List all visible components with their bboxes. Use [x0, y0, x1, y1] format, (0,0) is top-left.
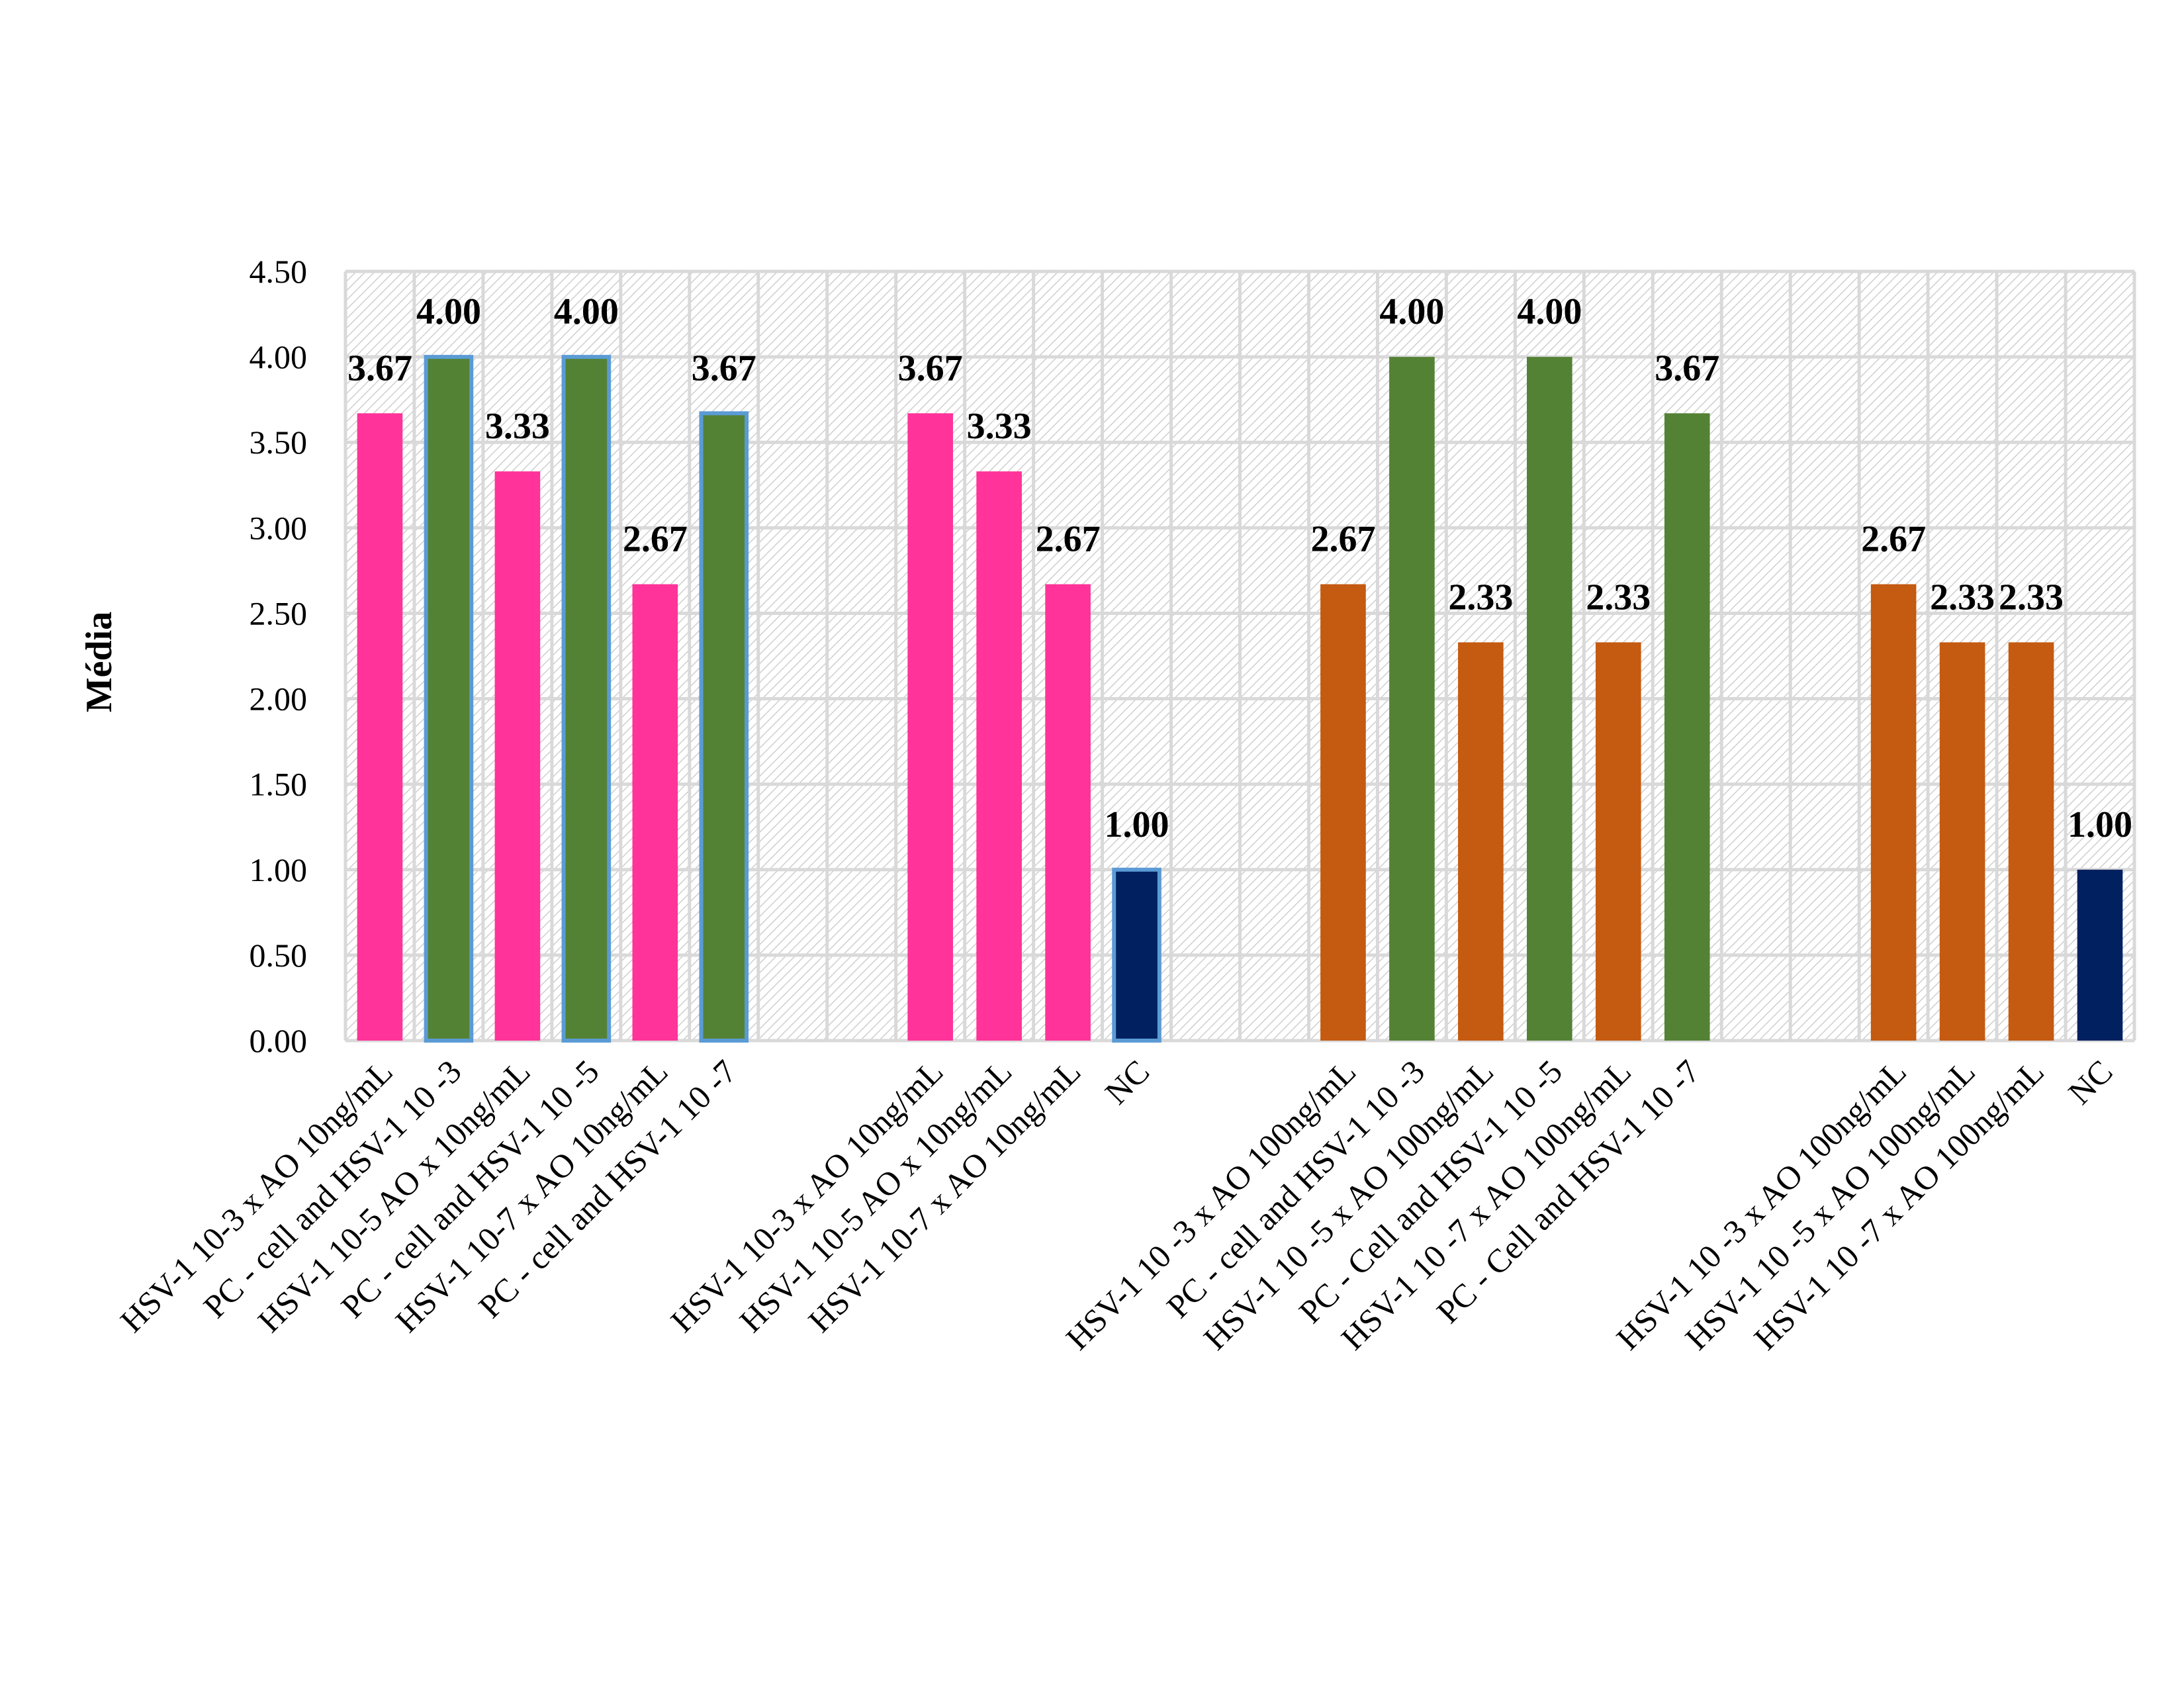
x-category-label: HSV-1 10-5 AO x 10ng/mL: [732, 1053, 1019, 1339]
data-label: 1.00: [1105, 804, 1169, 845]
bar: [1870, 584, 1917, 1041]
data-label: 2.67: [1036, 519, 1101, 560]
bar: [2008, 642, 2054, 1041]
bar: [2077, 869, 2123, 1041]
y-tick-label: 2.50: [250, 594, 308, 632]
data-label: 2.33: [1586, 577, 1651, 618]
data-label: 3.67: [898, 348, 963, 389]
data-label: 3.33: [485, 406, 550, 447]
bar: [1112, 867, 1161, 1043]
bar: [1389, 357, 1435, 1041]
bar: [561, 355, 612, 1043]
bar: [1664, 413, 1710, 1041]
data-label: 4.00: [1517, 291, 1582, 332]
y-tick-label: 4.00: [250, 338, 308, 375]
data-label: 2.67: [623, 519, 688, 560]
y-tick-label: 4.50: [250, 253, 308, 290]
bar: [1939, 642, 1985, 1041]
bar: [1320, 584, 1366, 1041]
y-axis-ticks: 0.00 0.50 1.00 1.50 2.00 2.50 3.00 3.50 4.00 4.50: [250, 253, 308, 1059]
bar: [976, 471, 1022, 1041]
x-category-label: HSV-1 10 -5 x AO 100ng/mL: [1678, 1053, 1982, 1357]
data-label: 1.00: [2068, 804, 2132, 845]
bar: [907, 413, 953, 1041]
bar: [424, 355, 474, 1043]
data-label: 2.67: [1861, 519, 1926, 560]
y-tick-label: 2.00: [250, 680, 308, 718]
bar: [1045, 584, 1091, 1041]
bar: [1527, 357, 1572, 1041]
data-label: 3.67: [347, 348, 412, 389]
x-category-label: NC: [2061, 1053, 2120, 1111]
y-tick-label: 3.50: [250, 424, 308, 461]
x-category-label: HSV-1 10-7 x AO 10ng/mL: [801, 1053, 1087, 1339]
data-label: 2.33: [1930, 577, 1995, 618]
data-label: 4.00: [554, 291, 619, 332]
bars: [357, 355, 2123, 1043]
bar: [632, 584, 678, 1041]
data-labels: 3.674.003.334.002.673.67 3.673.332.671.00…: [347, 291, 2132, 845]
y-axis-title: Média: [79, 612, 120, 712]
bar: [1595, 642, 1641, 1041]
y-tick-label: 0.50: [250, 937, 308, 974]
x-category-label: NC: [1098, 1053, 1157, 1111]
data-label: 3.67: [692, 348, 756, 389]
y-tick-label: 3.00: [250, 509, 308, 546]
bar: [494, 471, 541, 1041]
x-category-label: HSV-1 10 -7 x AO 100ng/mL: [1747, 1053, 2051, 1357]
data-label: 4.00: [416, 291, 481, 332]
bar: [357, 413, 403, 1041]
data-label: 2.33: [1448, 577, 1513, 618]
data-label: 2.33: [1999, 577, 2064, 618]
y-tick-label: 0.00: [250, 1022, 308, 1059]
y-tick-label: 1.00: [250, 851, 308, 888]
data-label: 3.67: [1655, 348, 1719, 389]
bar: [1458, 642, 1504, 1041]
data-label: 3.33: [967, 406, 1032, 447]
data-label: 4.00: [1379, 291, 1444, 332]
data-label: 2.67: [1310, 519, 1375, 560]
bar: [699, 411, 749, 1043]
y-tick-label: 1.50: [250, 766, 308, 803]
